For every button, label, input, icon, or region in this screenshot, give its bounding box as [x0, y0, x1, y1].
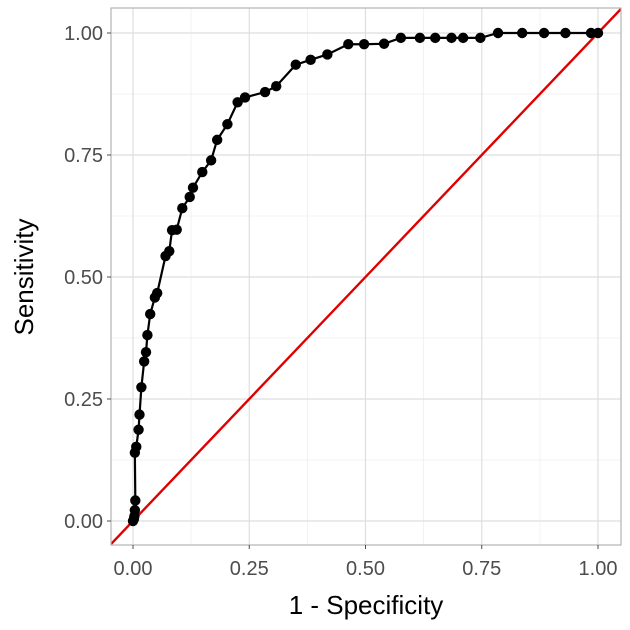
roc-point: [305, 54, 316, 66]
roc-point: [171, 224, 182, 235]
roc-point: [492, 27, 504, 39]
roc-point: [232, 97, 243, 108]
roc-point: [414, 32, 426, 44]
x-axis-ticks: 0.00 0.25 0.50 0.75 1.00: [114, 545, 618, 580]
roc-point: [184, 191, 195, 203]
roc-point: [271, 80, 282, 92]
roc-point: [142, 329, 153, 341]
y-tick-label: 0.75: [64, 145, 103, 167]
roc-point: [343, 39, 354, 50]
reference-line-layer: [111, 8, 621, 545]
roc-point: [239, 92, 251, 103]
roc-point: [592, 27, 604, 39]
roc-point: [133, 424, 144, 435]
roc-point: [259, 86, 271, 98]
roc-point: [457, 32, 469, 44]
roc-point: [222, 119, 233, 130]
roc-point: [129, 505, 141, 516]
x-tick-label: 0.75: [462, 558, 501, 580]
roc-point: [205, 155, 217, 166]
roc-point: [138, 356, 150, 367]
y-axis-title: Sensitivity: [9, 218, 39, 335]
roc-point: [130, 495, 141, 506]
chance-diagonal-line: [111, 8, 621, 545]
roc-point: [290, 59, 301, 70]
y-tick-label: 0.50: [64, 267, 103, 289]
roc-point: [151, 287, 163, 299]
roc-point: [136, 382, 147, 393]
y-tick-label: 0.00: [64, 511, 103, 533]
roc-point: [164, 245, 175, 257]
x-axis-title: 1 - Specificity: [289, 590, 444, 620]
x-tick-label: 0.25: [230, 558, 269, 580]
roc-point: [211, 134, 223, 146]
roc-point: [187, 182, 199, 193]
roc-point: [446, 32, 457, 44]
roc-point: [475, 32, 486, 44]
roc-point: [517, 27, 528, 39]
roc-point: [322, 49, 333, 60]
roc-point: [134, 409, 145, 420]
roc-point: [177, 202, 188, 214]
roc-point: [378, 38, 390, 49]
roc-point: [560, 27, 571, 39]
roc-point: [145, 308, 156, 320]
roc-point: [430, 32, 441, 44]
roc-point: [140, 346, 152, 358]
y-tick-label: 1.00: [64, 23, 103, 45]
roc-point: [197, 166, 208, 178]
x-tick-label: 1.00: [579, 558, 618, 580]
x-tick-label: 0.00: [114, 558, 153, 580]
y-tick-label: 0.25: [64, 389, 103, 411]
x-tick-label: 0.50: [346, 558, 385, 580]
roc-point: [131, 441, 142, 453]
y-axis-ticks: 0.00 0.25 0.50 0.75 1.00: [64, 23, 111, 533]
roc-point: [358, 39, 370, 50]
roc-point: [538, 27, 550, 39]
roc-curve-layer: [127, 27, 604, 527]
roc-point: [395, 32, 407, 44]
